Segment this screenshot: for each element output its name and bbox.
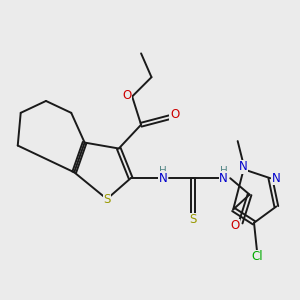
Text: O: O (230, 219, 239, 232)
Text: O: O (170, 108, 179, 122)
Text: H: H (220, 166, 228, 176)
Text: N: N (158, 172, 167, 185)
Text: N: N (219, 172, 228, 185)
Text: O: O (122, 88, 131, 101)
Text: N: N (272, 172, 281, 185)
Text: S: S (103, 193, 111, 206)
Text: S: S (189, 213, 197, 226)
Text: Cl: Cl (252, 250, 263, 263)
Text: H: H (159, 166, 167, 176)
Text: N: N (239, 160, 248, 173)
